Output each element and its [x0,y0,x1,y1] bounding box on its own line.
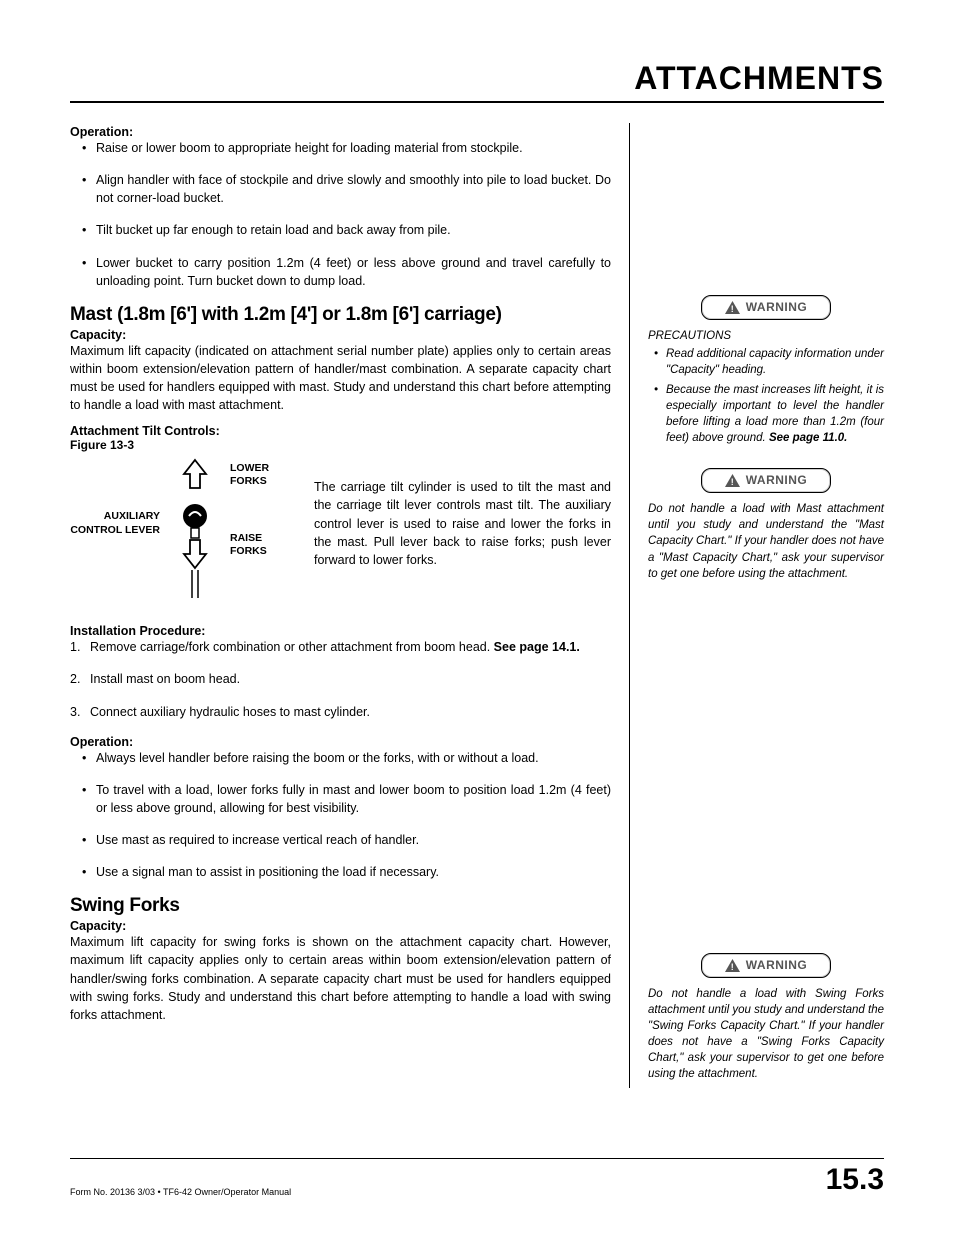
swing-warning-text: Do not handle a load with Swing Forks at… [648,986,884,1083]
swing-forks-heading: Swing Forks [70,895,611,917]
warning-label: WARNING [746,472,808,489]
warning-triangle-icon: ! [725,959,740,972]
mast-section-heading: Mast (1.8m [6'] with 1.2m [4'] or 1.8m [… [70,304,611,326]
step-text: Remove carriage/fork combination or othe… [90,640,494,654]
tilt-controls-figure: AUXILIARY CONTROL LEVER LOWER FORKS RAIS… [70,458,611,608]
figure-caption: Figure 13-3 [70,438,611,452]
list-item: Connect auxiliary hydraulic hoses to mas… [70,703,611,721]
spacer [648,123,884,295]
warning-badge-3: ! WARNING [701,953,831,978]
operation-list-2: Always level handler before raising the … [70,749,611,882]
precautions-list: Read additional capacity information und… [648,346,884,447]
page-footer: Form No. 20136 3/03 • TF6-42 Owner/Opera… [70,1158,884,1197]
list-item: Tilt bucket up far enough to retain load… [82,221,611,239]
warning-label: WARNING [746,957,808,974]
svg-text:!: ! [731,962,735,972]
svg-text:!: ! [731,304,735,314]
raise-forks-label: RAISE FORKS [230,532,300,557]
two-column-layout: Operation: Raise or lower boom to approp… [70,123,884,1088]
list-item: Use mast as required to increase vertica… [82,831,611,849]
list-item: Read additional capacity information und… [654,346,884,378]
warning-label: WARNING [746,299,808,316]
lever-icon [170,458,220,608]
see-page-ref: See page 14.1. [494,640,580,654]
tilt-controls-heading: Attachment Tilt Controls: [70,424,611,438]
capacity-heading-2: Capacity: [70,919,611,933]
mast-warning-text: Do not handle a load with Mast attachmen… [648,501,884,581]
warning-triangle-icon: ! [725,301,740,314]
capacity-heading: Capacity: [70,328,611,342]
list-item: Lower bucket to carry position 1.2m (4 f… [82,254,611,290]
precautions-heading: PRECAUTIONS [648,328,884,344]
swing-capacity-body: Maximum lift capacity for swing forks is… [70,933,611,1024]
operation-heading-2: Operation: [70,735,611,749]
page-number: 15.3 [826,1163,884,1197]
list-item: To travel with a load, lower forks fully… [82,781,611,817]
page-title: ATTACHMENTS [70,60,884,103]
list-item: Align handler with face of stockpile and… [82,171,611,207]
svg-text:!: ! [731,477,735,487]
lower-forks-label: LOWER FORKS [230,462,300,487]
side-column: ! WARNING PRECAUTIONS Read additional ca… [630,123,884,1088]
capacity-body: Maximum lift capacity (indicated on atta… [70,342,611,415]
list-item: Raise or lower boom to appropriate heigh… [82,139,611,157]
install-heading: Installation Procedure: [70,624,611,638]
auxiliary-lever-label: AUXILIARY CONTROL LEVER [70,510,160,537]
spacer [648,588,884,953]
warning-triangle-icon: ! [725,474,740,487]
list-item: Use a signal man to assist in positionin… [82,863,611,881]
list-item: Remove carriage/fork combination or othe… [70,638,611,656]
lever-diagram: AUXILIARY CONTROL LEVER LOWER FORKS RAIS… [70,458,300,608]
footer-form-info: Form No. 20136 3/03 • TF6-42 Owner/Opera… [70,1187,291,1197]
main-column: Operation: Raise or lower boom to approp… [70,123,630,1088]
operation-heading: Operation: [70,125,611,139]
list-item: Always level handler before raising the … [82,749,611,767]
list-item: Install mast on boom head. [70,670,611,688]
operation-list-1: Raise or lower boom to appropriate heigh… [70,139,611,290]
tilt-controls-body: The carriage tilt cylinder is used to ti… [314,458,611,569]
install-steps: Remove carriage/fork combination or othe… [70,638,611,720]
spacer [648,450,884,468]
see-page-ref: See page 11.0. [769,432,847,444]
list-item: Because the mast increases lift height, … [654,382,884,446]
warning-badge-2: ! WARNING [701,468,831,493]
warning-badge-1: ! WARNING [701,295,831,320]
